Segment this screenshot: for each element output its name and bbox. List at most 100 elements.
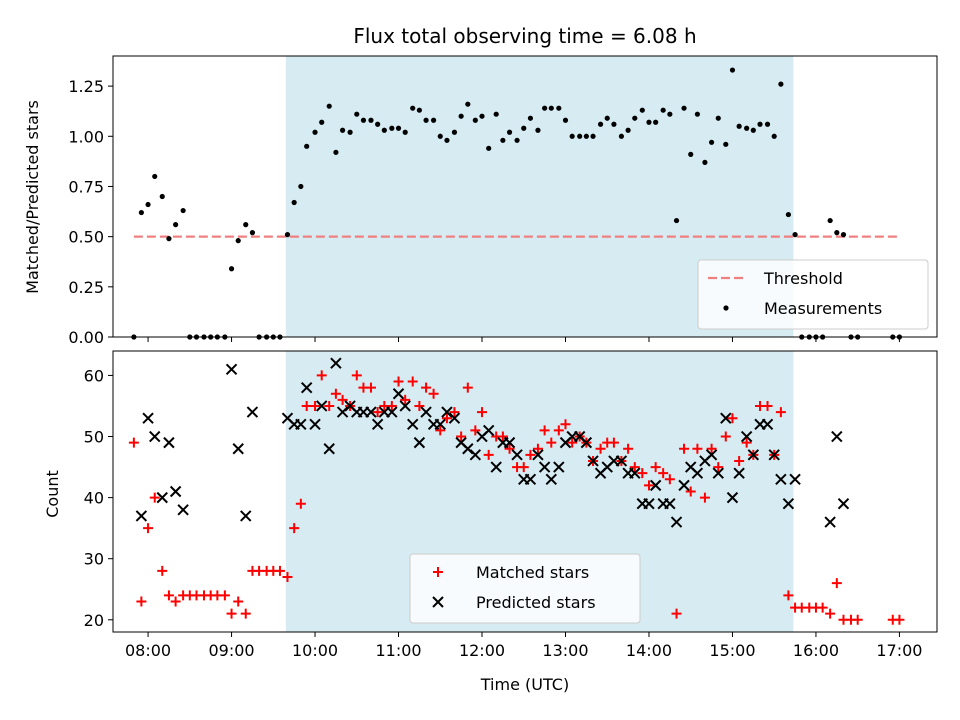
measurements-point — [347, 129, 353, 135]
matched-stars-point — [664, 474, 675, 485]
measurements-point — [249, 230, 256, 236]
predicted-stars-point — [163, 436, 175, 449]
matched-stars-point — [128, 437, 139, 448]
matched-stars-point — [692, 443, 703, 454]
measurements-point — [319, 119, 325, 125]
matched-stars-point — [762, 400, 773, 411]
bottom-panel-series — [128, 357, 905, 625]
matched-stars-point — [734, 455, 745, 466]
measurements-point — [632, 115, 638, 121]
predicted-stars-point — [545, 473, 558, 485]
x-tick-label: 16:00 — [793, 641, 839, 660]
predicted-stars-point — [789, 473, 801, 485]
measurements-point — [152, 173, 158, 180]
predicted-stars-point — [712, 467, 724, 479]
measurements-point — [458, 113, 464, 119]
matched-stars-point — [233, 596, 244, 607]
matched-stars-point — [351, 370, 362, 381]
measurements-point — [493, 111, 499, 117]
predicted-stars-point — [580, 436, 593, 449]
predicted-stars-point — [407, 418, 419, 431]
measurements-point — [834, 230, 840, 236]
predicted-stars-point — [490, 461, 502, 473]
measurements-point — [514, 137, 520, 143]
matched-stars-point — [449, 407, 460, 418]
bottom-panel-y-ticks: 20 30 40 50 60 — [84, 366, 113, 630]
predicted-stars-point — [524, 473, 537, 485]
predicted-stars-point — [553, 461, 565, 473]
predicted-stars-point — [330, 357, 342, 369]
y-tick-label: 1.00 — [68, 127, 104, 146]
measurements-point — [180, 207, 186, 214]
measurements-point — [723, 141, 729, 147]
measurements-point — [556, 105, 562, 111]
predicted-stars-point — [413, 436, 426, 449]
predicted-stars-point — [532, 449, 544, 461]
matched-stars-point — [825, 608, 836, 619]
measurements-point — [625, 127, 631, 133]
matched-stars-point — [157, 565, 168, 576]
matched-stars-point — [629, 462, 640, 473]
y-tick-label: 50 — [84, 428, 104, 447]
matched-stars-point — [136, 596, 147, 607]
predicted-stars-point — [670, 516, 683, 528]
measurements-point — [681, 105, 687, 111]
measurements-point — [702, 159, 708, 165]
predicted-stars-point — [587, 455, 599, 467]
measurements-point — [381, 127, 387, 133]
measurements-point — [479, 113, 485, 119]
legend-handle-measurements — [723, 305, 729, 311]
matched-stars-point — [483, 449, 494, 460]
matched-stars-point — [456, 431, 467, 442]
measurements-point — [618, 133, 625, 139]
legend-handle-predicted-stars — [432, 596, 444, 608]
measurements-point — [694, 111, 700, 117]
predicted-stars-point — [240, 510, 252, 522]
measurements-point — [708, 139, 715, 145]
matched-stars-point — [274, 565, 285, 576]
measurements-point — [660, 107, 666, 113]
matched-stars-point — [324, 400, 335, 411]
matched-stars-point — [504, 443, 515, 454]
matched-stars-point — [240, 608, 251, 619]
measurements-point — [304, 143, 310, 149]
matched-stars-point — [560, 419, 571, 430]
measurements-point — [486, 145, 492, 151]
predicted-stars-point — [482, 424, 495, 437]
matched-stars-point — [393, 376, 404, 387]
legend-label-measurements: Measurements — [764, 299, 882, 318]
measurements-point — [764, 121, 771, 127]
matched-stars-point — [435, 425, 446, 436]
y-tick-label: 0.25 — [68, 278, 104, 297]
top-panel-legend: Threshold Measurements — [697, 259, 929, 330]
measurements-point — [389, 125, 395, 131]
measurements-point — [785, 211, 791, 218]
y-tick-label: 60 — [84, 366, 104, 385]
measurements-point — [402, 129, 408, 135]
predicted-stars-point — [768, 449, 780, 461]
measurements-point — [653, 119, 659, 125]
predicted-stars-point — [135, 510, 148, 522]
measurements-point — [298, 183, 304, 190]
measurements-point — [235, 238, 241, 244]
predicted-stars-point — [386, 406, 398, 418]
predicted-stars-point — [177, 504, 189, 516]
predicted-stars-point — [664, 498, 676, 510]
measurements-point — [688, 151, 694, 157]
measurements-point — [451, 129, 458, 135]
matched-stars-point — [553, 425, 564, 436]
matched-stars-point — [852, 614, 863, 625]
predicted-stars-point — [448, 412, 461, 424]
matched-stars-point — [295, 498, 306, 509]
predicted-stars-point — [747, 449, 760, 461]
measurements-point — [159, 193, 165, 200]
matched-stars-point — [170, 596, 181, 607]
predicted-stars-point — [733, 467, 745, 479]
matched-stars-point — [310, 400, 321, 411]
predicted-stars-point — [538, 461, 551, 473]
predicted-stars-point — [740, 430, 753, 443]
measurements-point — [339, 127, 346, 133]
matched-stars-point — [783, 590, 794, 601]
matched-stars-point — [532, 443, 543, 454]
predicted-stars-point — [309, 418, 321, 431]
